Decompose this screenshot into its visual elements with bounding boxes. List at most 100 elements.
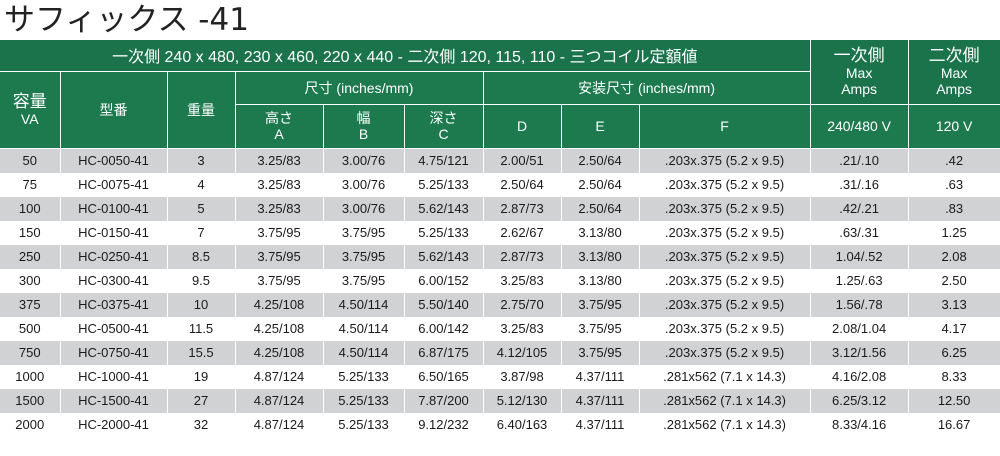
header-depth: 深さ C xyxy=(404,104,484,149)
cell-primary-amps: 1.04/.52 xyxy=(810,244,909,269)
cell-width: 3.00/76 xyxy=(323,148,405,173)
cell-depth: 6.50/165 xyxy=(404,364,484,389)
cell-height: 4.87/124 xyxy=(235,412,324,437)
cell-mount-f: .203x.375 (5.2 x 9.5) xyxy=(639,196,811,221)
cell-primary-amps: .63/.31 xyxy=(810,220,909,245)
cell-depth: 5.62/143 xyxy=(404,196,484,221)
cell-mount-e: 2.50/64 xyxy=(561,148,640,173)
table-row: 100 HC-0100-41 5 3.25/83 3.00/76 5.62/143 2.87… xyxy=(0,196,1000,221)
cell-width: 3.75/95 xyxy=(323,244,405,269)
cell-mount-e: 2.50/64 xyxy=(561,196,640,221)
cell-mount-f: .281x562 (7.1 x 14.3) xyxy=(639,364,811,389)
cell-secondary-amps: 6.25 xyxy=(908,340,1000,365)
cell-mount-e: 3.13/80 xyxy=(561,268,640,293)
cell-secondary-amps: 1.25 xyxy=(908,220,1000,245)
cell-mount-e: 3.13/80 xyxy=(561,220,640,245)
cell-capacity: 375 xyxy=(0,292,61,317)
cell-mount-e: 3.75/95 xyxy=(561,340,640,365)
cell-capacity: 2000 xyxy=(0,412,61,437)
cell-weight: 19 xyxy=(167,364,236,389)
cell-secondary-amps: .63 xyxy=(908,172,1000,197)
cell-mount-e: 2.50/64 xyxy=(561,172,640,197)
cell-weight: 8.5 xyxy=(167,244,236,269)
table-row: 1500 HC-1500-41 27 4.87/124 5.25/133 7.87/200… xyxy=(0,388,1000,413)
cell-mount-f: .203x.375 (5.2 x 9.5) xyxy=(639,244,811,269)
cell-secondary-amps: 8.33 xyxy=(908,364,1000,389)
header-secondary-max-l1: 二次側 xyxy=(928,45,980,65)
header-primary-max: 一次側 Max Amps xyxy=(810,40,909,105)
header-d: D xyxy=(483,104,562,149)
cell-mount-e: 4.37/111 xyxy=(561,364,640,389)
header-width: 幅 B xyxy=(323,104,405,149)
cell-primary-amps: 6.25/3.12 xyxy=(810,388,909,413)
cell-mount-f: .203x.375 (5.2 x 9.5) xyxy=(639,340,811,365)
cell-primary-amps: 1.56/.78 xyxy=(810,292,909,317)
cell-weight: 32 xyxy=(167,412,236,437)
cell-width: 3.75/95 xyxy=(323,220,405,245)
cell-mount-e: 3.13/80 xyxy=(561,244,640,269)
header-mounting: 安装尺寸 (inches/mm) xyxy=(483,71,811,105)
cell-width: 3.00/76 xyxy=(323,196,405,221)
cell-depth: 6.00/142 xyxy=(404,316,484,341)
cell-mount-e: 4.37/111 xyxy=(561,412,640,437)
cell-height: 4.25/108 xyxy=(235,316,324,341)
cell-width: 4.50/114 xyxy=(323,292,405,317)
cell-capacity: 100 xyxy=(0,196,61,221)
cell-mount-d: 2.75/70 xyxy=(483,292,562,317)
cell-capacity: 750 xyxy=(0,340,61,365)
table-row: 150 HC-0150-41 7 3.75/95 3.75/95 5.25/133 2.62… xyxy=(0,220,1000,245)
cell-model: HC-0050-41 xyxy=(60,148,168,173)
cell-width: 3.75/95 xyxy=(323,268,405,293)
cell-primary-amps: 3.12/1.56 xyxy=(810,340,909,365)
cell-width: 4.50/114 xyxy=(323,316,405,341)
cell-mount-d: 2.87/73 xyxy=(483,244,562,269)
header-capacity: 容量 VA xyxy=(0,71,61,149)
cell-secondary-amps: 16.67 xyxy=(908,412,1000,437)
cell-capacity: 75 xyxy=(0,172,61,197)
cell-depth: 5.25/133 xyxy=(404,172,484,197)
cell-model: HC-0075-41 xyxy=(60,172,168,197)
cell-weight: 15.5 xyxy=(167,340,236,365)
cell-primary-amps: 2.08/1.04 xyxy=(810,316,909,341)
header-width-l1: 幅 xyxy=(356,110,371,126)
cell-primary-amps: 1.25/.63 xyxy=(810,268,909,293)
cell-width: 3.00/76 xyxy=(323,172,405,197)
cell-mount-d: 3.25/83 xyxy=(483,316,562,341)
cell-model: HC-0250-41 xyxy=(60,244,168,269)
cell-width: 5.25/133 xyxy=(323,364,405,389)
table-row: 375 HC-0375-41 10 4.25/108 4.50/114 5.50/140 2… xyxy=(0,292,1000,317)
header-e: E xyxy=(561,104,640,149)
cell-mount-d: 2.50/64 xyxy=(483,172,562,197)
table-row: 250 HC-0250-41 8.5 3.75/95 3.75/95 5.62/143 2.… xyxy=(0,244,1000,269)
cell-depth: 6.87/175 xyxy=(404,340,484,365)
cell-height: 3.25/83 xyxy=(235,148,324,173)
cell-model: HC-1500-41 xyxy=(60,388,168,413)
cell-height: 3.25/83 xyxy=(235,172,324,197)
table-row: 750 HC-0750-41 15.5 4.25/108 4.50/114 6.87/17… xyxy=(0,340,1000,365)
cell-mount-e: 4.37/111 xyxy=(561,388,640,413)
cell-model: HC-2000-41 xyxy=(60,412,168,437)
cell-primary-amps: 8.33/4.16 xyxy=(810,412,909,437)
cell-weight: 5 xyxy=(167,196,236,221)
header-height-l2: A xyxy=(274,126,284,142)
cell-height: 3.75/95 xyxy=(235,220,324,245)
cell-weight: 9.5 xyxy=(167,268,236,293)
cell-secondary-amps: 4.17 xyxy=(908,316,1000,341)
cell-model: HC-0500-41 xyxy=(60,316,168,341)
header-secondary-voltage: 120 V xyxy=(908,104,1000,149)
cell-mount-f: .203x.375 (5.2 x 9.5) xyxy=(639,220,811,245)
cell-mount-d: 2.87/73 xyxy=(483,196,562,221)
cell-secondary-amps: .83 xyxy=(908,196,1000,221)
header-depth-l2: C xyxy=(438,126,449,142)
cell-height: 4.25/108 xyxy=(235,292,324,317)
cell-model: HC-1000-41 xyxy=(60,364,168,389)
cell-weight: 10 xyxy=(167,292,236,317)
cell-primary-amps: .21/.10 xyxy=(810,148,909,173)
cell-capacity: 1000 xyxy=(0,364,61,389)
cell-depth: 9.12/232 xyxy=(404,412,484,437)
cell-width: 5.25/133 xyxy=(323,388,405,413)
header-primary-max-l1: 一次側 xyxy=(833,45,885,65)
cell-mount-f: .203x.375 (5.2 x 9.5) xyxy=(639,268,811,293)
cell-capacity: 250 xyxy=(0,244,61,269)
cell-capacity: 500 xyxy=(0,316,61,341)
